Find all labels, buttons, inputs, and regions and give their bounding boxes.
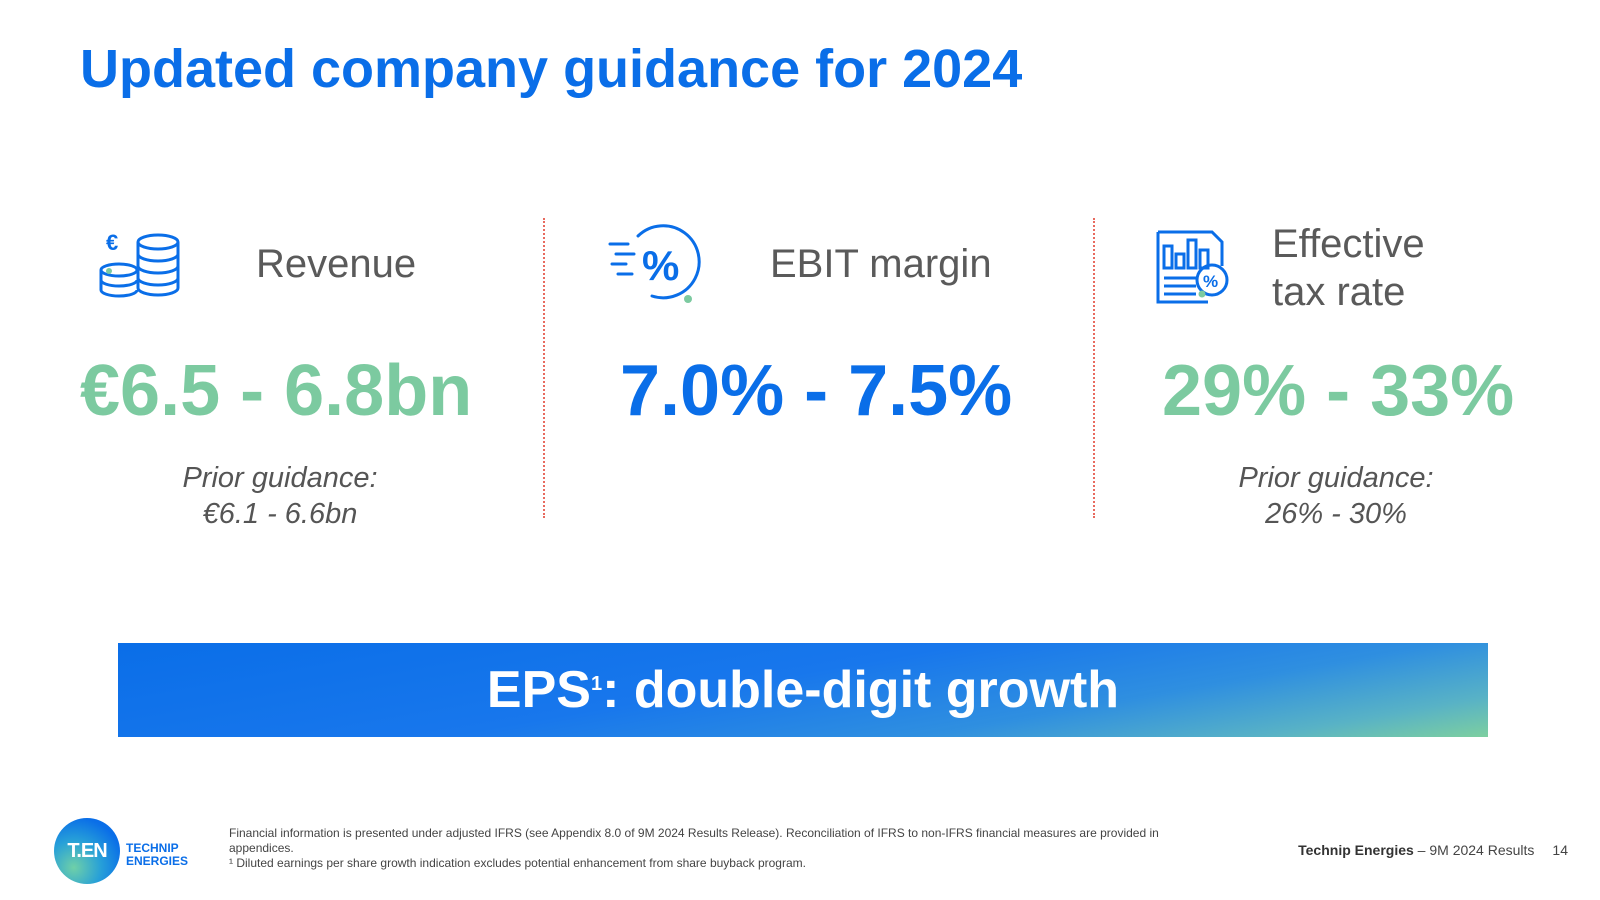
footer-source: Technip Energies – 9M 2024 Results 14 xyxy=(1298,842,1568,858)
ebit-margin-value: 7.0% - 7.5% xyxy=(620,351,1013,431)
revenue-column: € Revenue €6.5 - 6.8bn Prior guidance: €… xyxy=(60,210,540,570)
tax-rate-column: % Effective tax rate 29% - 33% Prior gui… xyxy=(1100,210,1570,570)
column-divider xyxy=(543,218,545,518)
ebit-margin-column: % EBIT margin 7.0% - 7.5% xyxy=(550,210,1090,570)
footnote-eps: ¹ Diluted earnings per share growth indi… xyxy=(229,856,806,870)
svg-text:%: % xyxy=(1203,272,1218,291)
page-number: 14 xyxy=(1552,842,1568,858)
revenue-prior-guidance: Prior guidance: €6.1 - 6.6bn xyxy=(120,460,440,532)
ebit-margin-label: EBIT margin xyxy=(770,242,992,286)
tax-rate-label: Effective tax rate xyxy=(1272,220,1425,316)
tax-rate-label-line1: Effective xyxy=(1272,222,1425,266)
logo-mark: T.EN xyxy=(67,839,107,862)
revenue-label: Revenue xyxy=(256,242,417,286)
svg-text:%: % xyxy=(642,242,679,289)
tax-rate-value: 29% - 33% xyxy=(1162,351,1515,431)
eps-text: EPS xyxy=(486,661,591,719)
column-divider xyxy=(1093,218,1095,518)
footer-company: Technip Energies xyxy=(1298,842,1414,858)
technip-energies-logo: T.EN xyxy=(54,818,120,884)
logo-line2: ENERGIES xyxy=(126,854,189,868)
footnote-ifrs: Financial information is presented under… xyxy=(229,826,1159,855)
prior-guidance-value: €6.1 - 6.6bn xyxy=(202,498,358,530)
prior-guidance-label: Prior guidance: xyxy=(1238,462,1434,494)
percent-icon: % xyxy=(608,224,701,303)
coins-euro-icon: € xyxy=(99,230,180,298)
logo-wordmark: TECHNIP ENERGIES xyxy=(126,842,188,868)
eps-footnote-marker: 1 xyxy=(590,672,603,695)
footer-report: – 9M 2024 Results xyxy=(1413,842,1535,858)
eps-growth-text: : double-digit growth xyxy=(602,661,1120,719)
prior-guidance-label: Prior guidance: xyxy=(182,462,378,494)
tax-report-icon: % xyxy=(1156,230,1229,304)
svg-text:€: € xyxy=(106,230,118,255)
eps-banner: EPS 1: double-digit growth xyxy=(118,643,1488,737)
revenue-value: €6.5 - 6.8bn xyxy=(80,351,473,431)
page-title: Updated company guidance for 2024 xyxy=(80,39,1023,99)
tax-rate-label-line2: tax rate xyxy=(1272,270,1406,314)
footnotes: Financial information is presented under… xyxy=(229,826,1189,871)
tax-rate-prior-guidance: Prior guidance: 26% - 30% xyxy=(1176,460,1496,532)
logo-line1: TECHNIP xyxy=(126,841,179,855)
prior-guidance-value: 26% - 30% xyxy=(1265,498,1407,530)
